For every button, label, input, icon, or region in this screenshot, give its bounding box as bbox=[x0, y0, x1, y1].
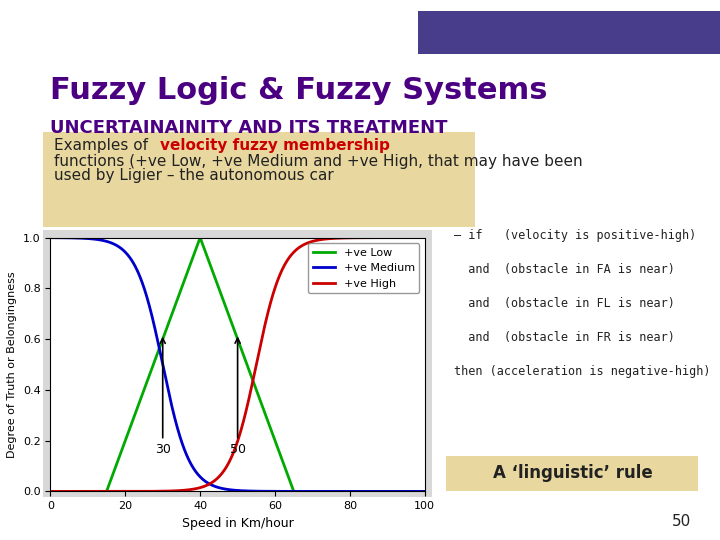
+ve Medium bbox=[84, 235, 93, 242]
Line: +ve Medium: +ve Medium bbox=[50, 238, 425, 491]
+ve Medium bbox=[303, 488, 312, 495]
Text: 30: 30 bbox=[155, 339, 171, 456]
Line: +ve High: +ve High bbox=[50, 238, 425, 491]
+ve Low bbox=[212, 276, 220, 283]
Text: functions (+ve Low, +ve Medium and +ve High, that may have been: functions (+ve Low, +ve Medium and +ve H… bbox=[54, 154, 582, 169]
Line: +ve Low: +ve Low bbox=[50, 238, 425, 491]
Text: – if   (velocity is positive-high)

  and  (obstacle in FA is near)

  and  (obs: – if (velocity is positive-high) and (ob… bbox=[454, 230, 710, 379]
+ve High bbox=[338, 235, 346, 241]
X-axis label: Speed in Km/hour: Speed in Km/hour bbox=[181, 517, 294, 530]
+ve Low bbox=[84, 488, 93, 495]
+ve High bbox=[46, 488, 55, 495]
+ve Medium bbox=[197, 475, 206, 482]
Y-axis label: Degree of Truth or Belongingness: Degree of Truth or Belongingness bbox=[7, 271, 17, 458]
Text: 50: 50 bbox=[672, 514, 691, 529]
Text: Fuzzy Logic & Fuzzy Systems: Fuzzy Logic & Fuzzy Systems bbox=[50, 76, 548, 105]
+ve High bbox=[197, 484, 206, 490]
+ve Low bbox=[46, 488, 55, 495]
Text: A ‘linguistic’ rule: A ‘linguistic’ rule bbox=[492, 463, 652, 482]
+ve Low bbox=[198, 240, 207, 246]
+ve Medium bbox=[345, 488, 354, 495]
+ve Medium bbox=[211, 483, 220, 490]
+ve Medium bbox=[420, 488, 429, 495]
+ve High bbox=[84, 488, 93, 495]
Text: used by Ligier – the autonomous car: used by Ligier – the autonomous car bbox=[54, 168, 334, 184]
+ve Medium bbox=[46, 234, 55, 241]
+ve High bbox=[303, 240, 312, 246]
+ve Low bbox=[420, 488, 429, 495]
Text: UNCERTAINAINITY AND ITS TREATMENT: UNCERTAINAINITY AND ITS TREATMENT bbox=[50, 119, 448, 137]
+ve Low bbox=[196, 235, 204, 241]
+ve High bbox=[345, 234, 354, 241]
Text: Examples of: Examples of bbox=[54, 138, 153, 153]
+ve Low bbox=[345, 488, 354, 495]
Legend: +ve Low, +ve Medium, +ve High: +ve Low, +ve Medium, +ve High bbox=[308, 243, 419, 293]
+ve Low bbox=[304, 488, 312, 495]
Text: 50: 50 bbox=[230, 338, 246, 456]
+ve High bbox=[420, 234, 429, 241]
+ve Medium bbox=[338, 488, 346, 495]
+ve Low bbox=[338, 488, 347, 495]
Text: velocity fuzzy membership: velocity fuzzy membership bbox=[160, 138, 390, 153]
+ve High bbox=[211, 477, 220, 483]
